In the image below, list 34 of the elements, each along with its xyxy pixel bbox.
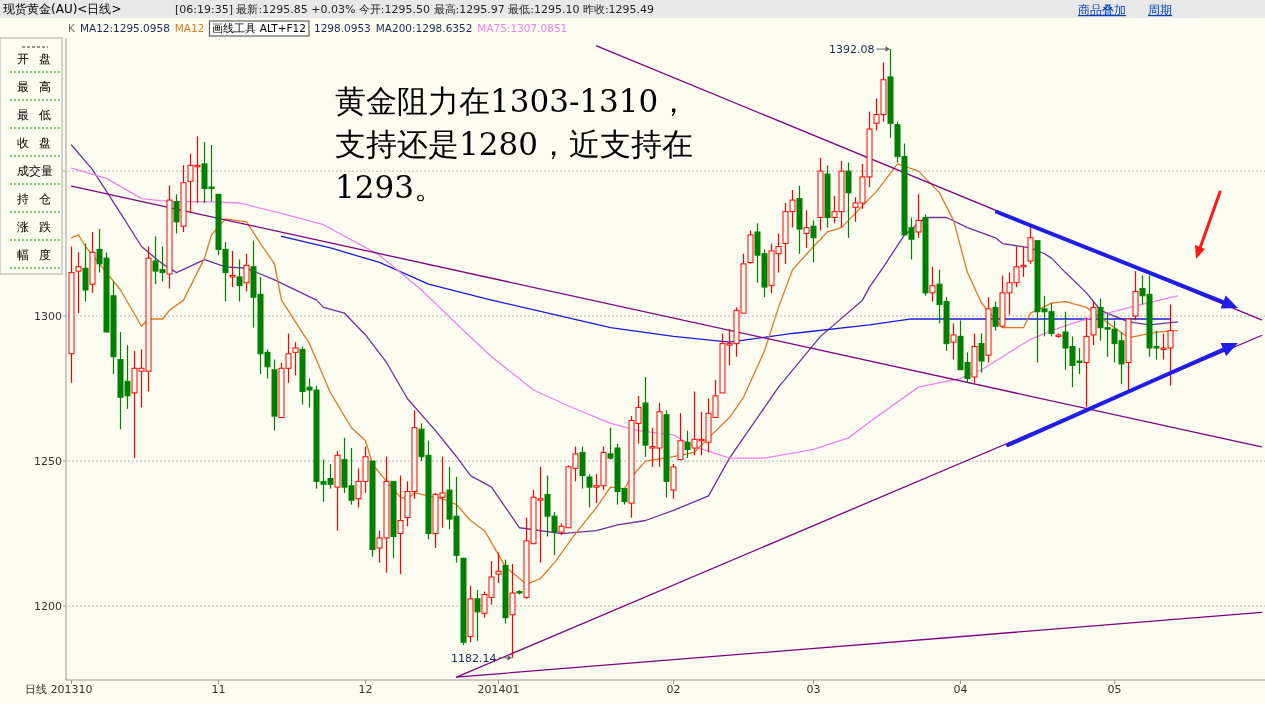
x-tick-label: 05 [1107, 683, 1122, 696]
text: 最低 [17, 108, 61, 122]
annotation: 黄金阻力在1303-1310，支持还是1280，近支持在1293。 [335, 83, 693, 205]
x-tick-label: 201310 [50, 683, 93, 696]
text: MA200:1298.6352 [375, 22, 473, 34]
text: MA75:1307.0851 [477, 22, 568, 34]
chart-subtitle: [06:19:35] 最新:1295.85 +0.03% 今开:1295.50 最高:1295.97 最低:1295.10 昨收:1295.49 [175, 3, 655, 16]
chart-title: 现货黄金(AU)<日线> [3, 2, 122, 16]
y-tick-label: 1200 [34, 600, 62, 614]
y-tick-label: 1300 [34, 310, 62, 324]
text: 画线工具 ALT+F12 [212, 22, 306, 34]
text: 成交量 [17, 164, 53, 178]
text: 最高 [17, 80, 61, 94]
text: 持仓 [17, 192, 61, 206]
text: 收盘 [17, 136, 61, 150]
x-tick-label: 201401 [477, 683, 520, 696]
y-tick-label: 1250 [34, 455, 62, 469]
x-tick-label: 11 [211, 683, 226, 696]
text: 幅度 [17, 248, 61, 262]
annotation: 1392.08 [829, 43, 875, 57]
text: 1298.0953 [313, 22, 371, 34]
x-axis-title: 日线 [25, 683, 47, 696]
text: MA12 [174, 22, 205, 34]
text: 商品叠加 [1078, 3, 1126, 17]
x-tick-label: 03 [806, 683, 821, 696]
text: 周期 [1148, 3, 1172, 17]
x-tick-label: 04 [953, 683, 968, 696]
text: MA12:1295.0958 [79, 22, 170, 34]
annotation: 1182.14 [451, 651, 497, 665]
x-tick-label: 02 [666, 683, 681, 696]
text: 开盘 [17, 52, 61, 66]
text: 涨跌 [17, 220, 61, 234]
x-tick-label: 12 [358, 683, 373, 696]
text: K [68, 22, 76, 34]
